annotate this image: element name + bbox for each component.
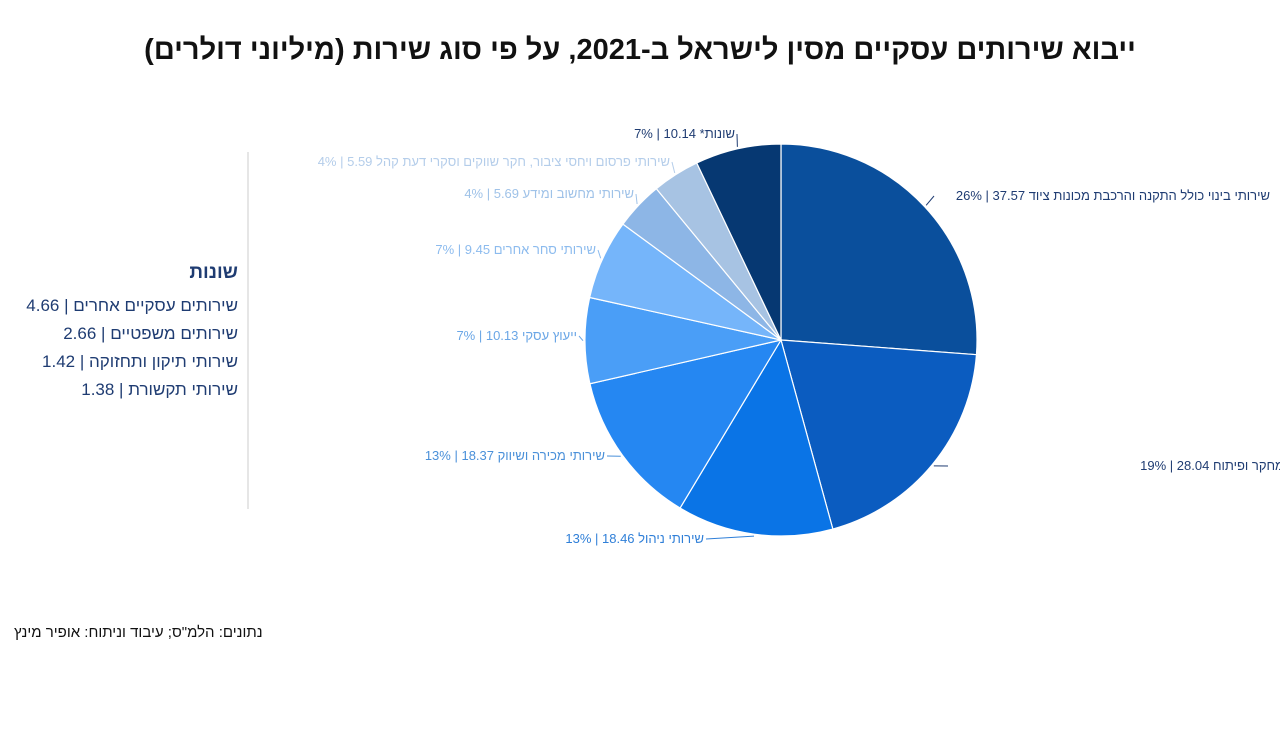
misc-item-name: שירותי תקשורת — [128, 380, 238, 399]
slice-label: שירותי מכירה ושיווק 18.37 | 13% — [425, 448, 605, 463]
leader-line — [671, 161, 676, 174]
side-panel-divider — [247, 152, 249, 509]
slice-label: ייעוץ עסקי 10.13 | 7% — [456, 328, 577, 343]
misc-breakdown-item: שירותי תקשורת | 1.38 — [81, 380, 238, 399]
slice-label: שירותי ניהול 18.46 | 13% — [565, 531, 704, 546]
misc-item-name: שירותים עסקיים אחרים — [73, 296, 238, 315]
chart-title: ייבוא שירותים עסקיים מסין לישראל ב-2021,… — [144, 34, 1136, 66]
leader-line — [597, 249, 602, 259]
misc-breakdown-item: שירותי תיקון ותחזוקה | 1.42 — [42, 352, 238, 371]
slice-label: שירותי פרסום ויחסי ציבור, חקר שווקים וסק… — [318, 154, 670, 169]
source-credit: נתונים: הלמ"ס; עיבוד וניתוח: אופיר מינץ — [14, 624, 263, 641]
misc-item-name: שירותים משפטיים — [110, 324, 238, 343]
misc-item-name: שירותי תיקון ותחזוקה — [88, 352, 238, 371]
misc-item-value: 2.66 — [63, 324, 97, 343]
slice-label: מחקר ופיתוח 28.04 | 19% — [1140, 458, 1280, 473]
pie-slice — [589, 339, 783, 509]
pie-slice — [780, 339, 978, 530]
pie-slice — [695, 143, 782, 341]
leader-line — [578, 335, 584, 341]
leader-line — [925, 195, 935, 206]
pie-slice — [679, 338, 834, 537]
slice-label: שירותי סחר אחרים 9.45 | 7% — [435, 242, 596, 257]
misc-breakdown-title: שונות — [189, 262, 238, 283]
slice-label: שירותי מחשוב ומידע 5.69 | 4% — [464, 186, 634, 201]
misc-breakdown-item: שירותים משפטיים | 2.66 — [63, 324, 238, 343]
misc-breakdown-panel: שונות שירותים עסקיים אחרים | 4.66 שירותי… — [10, 262, 238, 404]
leader-line — [705, 535, 755, 540]
misc-item-value: 4.66 — [26, 296, 60, 315]
pie-slice — [780, 143, 978, 356]
misc-item-value: 1.38 — [81, 380, 115, 399]
misc-item-value: 1.42 — [42, 352, 76, 371]
slice-label: שירותי בינוי כולל התקנה והרכבת מכונות צי… — [956, 188, 1270, 203]
slice-label: שונות* 10.14 | 7% — [634, 126, 735, 141]
leader-line — [635, 193, 638, 205]
misc-breakdown-item: שירותים עסקיים אחרים | 4.66 — [26, 296, 238, 315]
